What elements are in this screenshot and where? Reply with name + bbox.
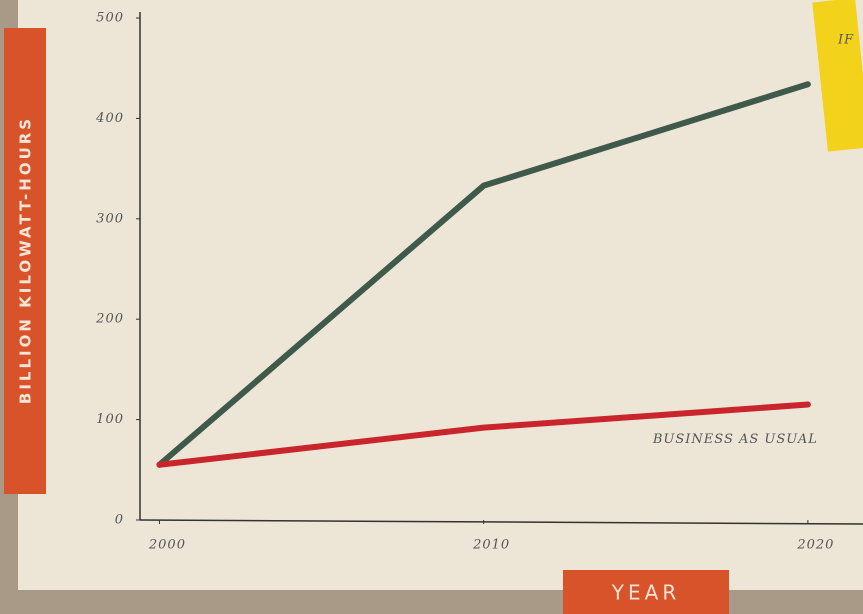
x-tick-label: 2020	[796, 538, 834, 553]
x-tick-label: 2010	[472, 538, 510, 553]
series-line	[156, 81, 811, 468]
y-tick-label: 100	[96, 412, 124, 427]
y-tick-label: 200	[95, 312, 124, 327]
y-tick-label: 0	[115, 513, 124, 528]
ylabel-box	[4, 28, 46, 494]
series-label: BUSINESS AS USUAL	[652, 432, 818, 447]
sticky-note	[812, 0, 863, 152]
y-tick-label: 400	[95, 111, 124, 126]
x-axis-label: YEAR	[611, 581, 680, 605]
paper	[18, 0, 863, 590]
x-tick-label: 2000	[148, 538, 186, 553]
x-axis	[139, 519, 863, 525]
note-text: IF	[837, 33, 854, 48]
y-tick-label: 300	[96, 211, 124, 226]
y-tick-label: 500	[96, 11, 124, 26]
xlabel-box	[563, 570, 729, 614]
y-axis-label: BILLION KILOWATT-HOURS	[17, 116, 35, 404]
series-line	[156, 401, 811, 468]
